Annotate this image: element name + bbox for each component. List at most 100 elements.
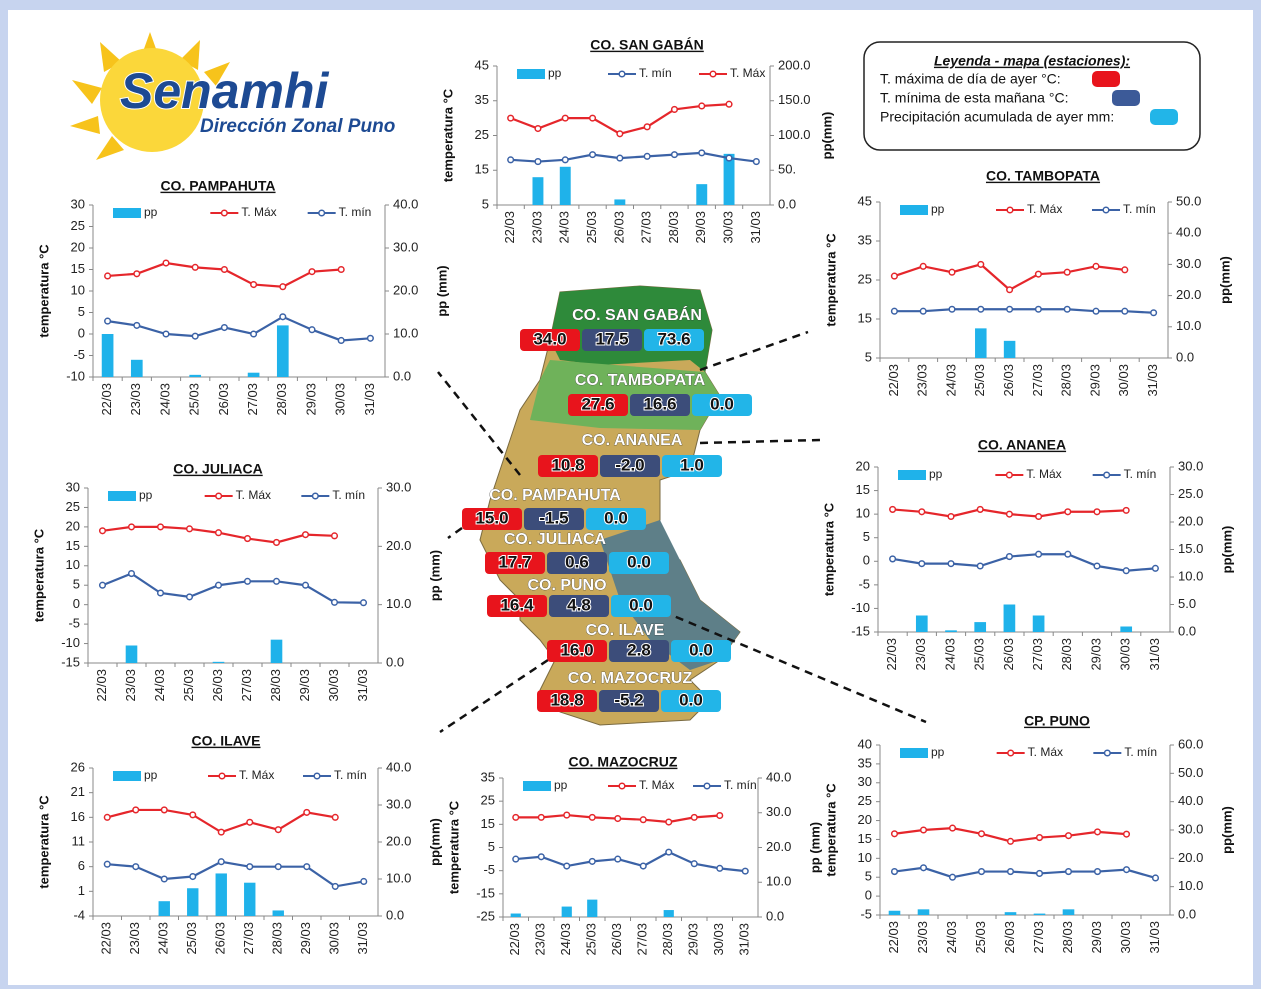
y2-tick-label: 30.0 [1178,821,1203,836]
x-tick-label: 27/03 [239,669,254,702]
x-tick-label: 30/03 [720,211,735,244]
x-tick-label: 29/03 [1088,638,1103,671]
y-axis-title: temperatura °C [31,528,46,622]
bar [189,374,202,377]
bar [1033,913,1046,915]
marker [1034,270,1042,278]
y-tick-label: -10 [66,368,85,383]
x-tick-label: 22/03 [886,921,901,954]
marker [919,307,927,315]
marker [103,813,111,821]
bar [244,882,256,916]
marker [1063,305,1071,313]
marker [303,863,311,871]
line [892,553,1156,572]
y2-tick-label: 20.0 [386,833,411,848]
y-tick-label: 10 [856,506,870,521]
marker [1035,869,1044,877]
x-tick-label: 30/03 [1118,921,1133,954]
marker [217,858,225,866]
x-tick-label: 28/03 [270,922,285,955]
x-tick-label: 25/03 [187,383,202,416]
bar [888,910,901,915]
marker [639,862,647,870]
y2-tick-label: 30.0 [1178,458,1203,473]
y2-axis-title: pp(mm) [1219,526,1234,574]
y-tick-label: 1 [78,883,85,898]
bar [559,166,571,205]
chart-title: CO. ILAVE [192,733,261,749]
station-tmax: 16.0 [560,640,593,659]
marker [890,830,899,838]
legend-label: T. mín [332,488,365,502]
y-tick-label: 15 [858,831,872,846]
marker [220,324,228,332]
x-tick-label: 29/03 [298,922,313,955]
marker [1122,830,1131,838]
y2-tick-label: 0.0 [778,196,796,211]
x-tick-label: 22/03 [886,364,901,397]
marker [698,102,706,110]
y-tick-label: 5 [73,577,80,592]
marker [977,830,986,838]
y2-tick-label: 0.0 [766,908,784,923]
x-tick-label: 22/03 [94,669,109,702]
x-tick-label: 22/03 [502,211,517,244]
legend-label: T. mín [639,66,672,80]
x-tick-label: 30/03 [1118,638,1133,671]
legend-swatch [1103,471,1111,479]
marker [1005,553,1013,561]
marker [331,813,339,821]
legend-label: pp [931,745,945,759]
y-tick-label: 11 [72,833,86,848]
chart-title: CO. MAZOCRUZ [569,754,678,770]
marker [1006,868,1015,876]
marker [639,816,647,824]
marker [217,828,225,836]
marker [1035,512,1043,521]
x-tick-label: 26/03 [1001,364,1016,397]
marker [1122,506,1130,514]
value-box [600,455,660,477]
x-tick-label: 26/03 [1001,638,1016,671]
legend-label: T. Máx [1026,467,1061,481]
bar [532,177,544,205]
value-box [547,552,607,574]
value-box [520,329,580,351]
marker [616,154,624,162]
station-tmax: 18.8 [550,690,583,709]
y-tick-label: 35 [481,769,495,784]
chart: CP. PUNO -5 0 5 10 15 20 25 30 35 40 0.0 10.0 20.0 30.… [823,713,1234,954]
bar [1120,626,1133,632]
x-tick-label: 31/03 [362,383,377,416]
marker [616,130,624,138]
y2-tick-label: 30.0 [386,796,411,811]
marker [1064,508,1072,516]
legend-label: T. mín [1124,467,1157,481]
logo-text: Senamhi [120,63,330,119]
logo-subtitle: Dirección Zonal Puno [200,116,395,137]
station: CO. TAMBOPATA 27.6 16.6 0.0 [568,372,752,416]
y-tick-label: 5 [488,839,495,854]
line [515,850,746,873]
y2-tick-label: 50.0 [1178,765,1203,780]
x-tick-label: 27/03 [245,383,260,416]
chart-title: CO. JULIACA [173,461,262,477]
x-tick-label: 22/03 [507,923,522,956]
marker [359,599,368,607]
marker [665,848,673,856]
bar [158,901,170,916]
marker [103,860,111,868]
y-tick-label: 16 [71,809,85,824]
bar [1062,909,1075,915]
x-tick-label: 30/03 [1116,364,1131,397]
y2-tick-label: 0.0 [386,654,404,669]
marker [274,863,282,871]
arrows [437,330,927,734]
y2-tick-label: 60.0 [1178,736,1203,751]
value-box [692,394,752,416]
legend-item: T. máxima de día de ayer °C: [880,71,1061,87]
x-tick-label: 28/03 [666,211,681,244]
x-tick-label: 24/03 [943,364,958,397]
